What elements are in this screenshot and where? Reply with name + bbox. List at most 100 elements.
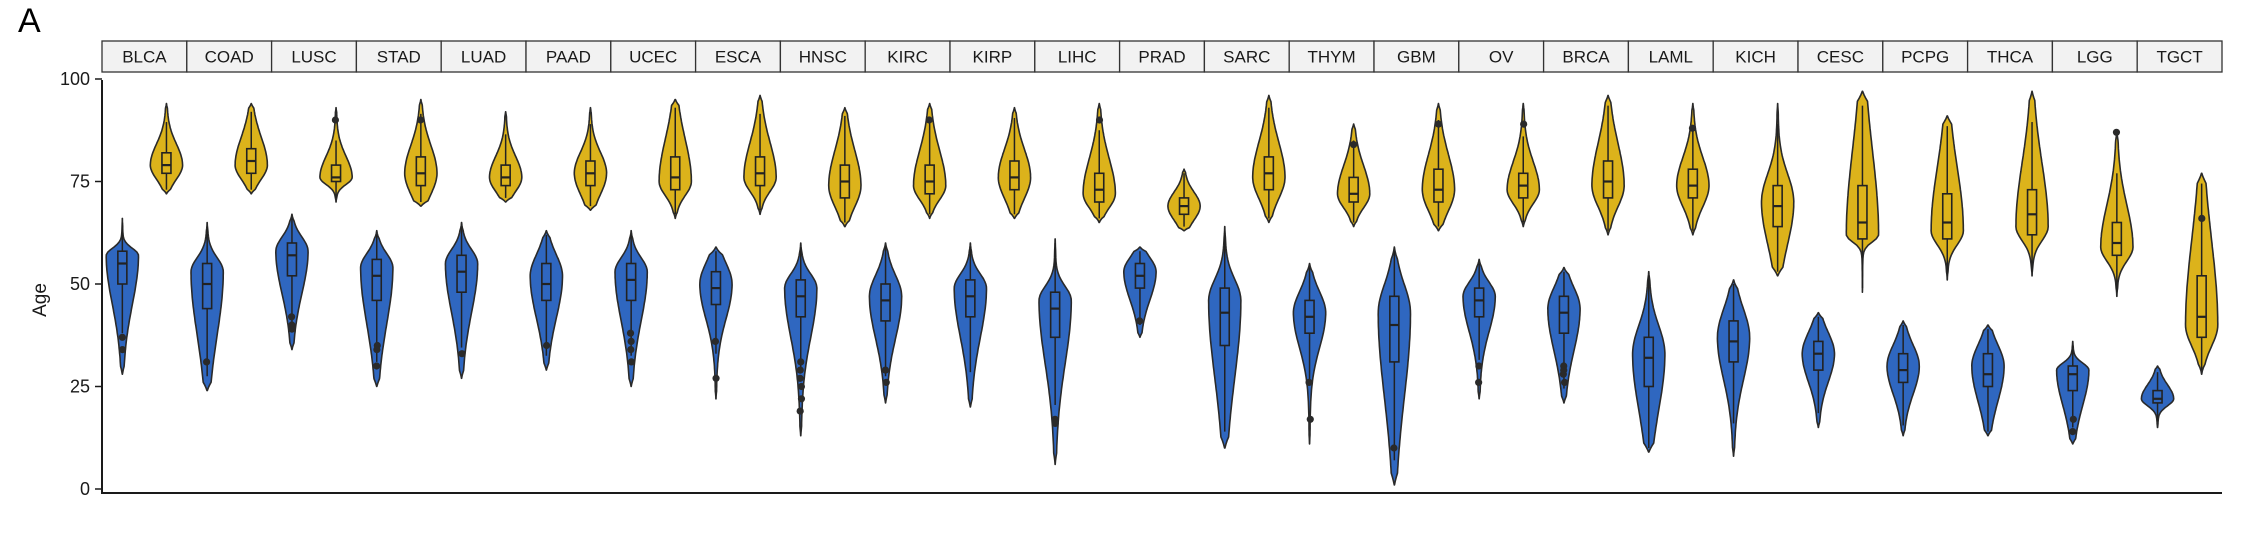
violin-coad-old — [234, 102, 269, 195]
violin-tgct-old — [2184, 172, 2219, 375]
strip-label: KICH — [1735, 48, 1776, 67]
outlier-point — [796, 407, 804, 415]
iqr-box — [415, 156, 427, 187]
outlier-point — [1475, 378, 1483, 386]
strip-label: TGCT — [2156, 48, 2202, 67]
violin-ov-old — [1506, 102, 1541, 228]
violin-paad-old — [573, 106, 608, 211]
outlier-point — [2069, 415, 2077, 423]
strip-label: PCPG — [1901, 48, 1949, 67]
violin-kirp-young — [953, 242, 988, 408]
violin-brca-young — [1547, 266, 1581, 404]
outlier-point — [458, 350, 466, 358]
violin-lgg-old — [2099, 128, 2134, 298]
outlier-point — [1475, 362, 1483, 370]
strip-label: SARC — [1223, 48, 1270, 67]
strip-label: COAD — [205, 48, 254, 67]
violin-cesc-young — [1801, 311, 1836, 429]
strip-label: THYM — [1308, 48, 1356, 67]
violin-hnsc-young — [783, 242, 818, 437]
y-tick-label: 0 — [80, 479, 90, 499]
iqr-box — [1433, 168, 1444, 203]
outlier-point — [796, 374, 804, 382]
strip-box — [694, 40, 782, 73]
iqr-box — [1093, 172, 1105, 203]
facet-strip: TGCT — [2136, 40, 2223, 73]
violin-lgg-young — [2055, 340, 2090, 445]
iqr-box — [330, 164, 342, 183]
strip-box — [1882, 40, 1969, 73]
iqr-box — [1389, 295, 1400, 363]
strip-box — [101, 40, 188, 73]
strip-box — [525, 40, 612, 73]
facet-strip: KIRC — [864, 40, 951, 73]
facet-strip: PRAD — [1118, 40, 1206, 73]
iqr-box — [1941, 193, 1953, 240]
facet-strip: HNSC — [779, 40, 866, 73]
iqr-box — [201, 262, 213, 310]
iqr-box — [541, 262, 552, 302]
facet-strip: ESCA — [694, 40, 782, 73]
facet-strip: PCPG — [1882, 40, 1969, 73]
violin-thym-young — [1292, 262, 1327, 445]
facet-strip: OV — [1458, 40, 1545, 73]
strip-label: LUSC — [291, 48, 336, 67]
violin-stad-old — [403, 98, 438, 207]
strip-box — [270, 40, 358, 73]
iqr-box — [1857, 184, 1868, 240]
facet-strip: CESC — [1797, 40, 1884, 73]
strip-label: PAAD — [546, 48, 591, 67]
outlier-point — [373, 362, 381, 370]
outlier-point — [331, 116, 340, 124]
facet-strip: GBM — [1373, 40, 1460, 73]
violin-sarc-young — [1207, 225, 1242, 449]
strip-label: HNSC — [799, 48, 847, 67]
outlier-point — [2112, 128, 2121, 136]
facet-strip: LUSC — [270, 40, 358, 73]
facet-strip: UCEC — [610, 40, 697, 73]
outlier-point — [797, 382, 806, 391]
strip-label: UCEC — [629, 48, 677, 67]
strip-box — [1797, 40, 1884, 73]
violin-stad-young — [359, 229, 394, 388]
strip-box — [1966, 40, 2054, 73]
panel-label: A — [18, 2, 41, 40]
strip-box — [1118, 40, 1206, 73]
facet-strips: BLCA COAD LUSC STAD LUAD PAAD UCEC ESCA HNSC KIRC… — [101, 40, 2223, 73]
iqr-box — [2196, 274, 2207, 339]
y-tick-label: 50 — [70, 274, 90, 294]
iqr-box — [500, 164, 511, 187]
strip-label: KIRC — [887, 48, 928, 67]
violin-thym-old — [1336, 123, 1371, 228]
y-axis-title: Age — [30, 283, 51, 317]
iqr-box — [286, 242, 298, 277]
outlier-point — [1688, 124, 1697, 132]
violin-lihc-old — [1082, 102, 1117, 224]
violin-lihc-young — [1038, 238, 1073, 466]
violin-prad-old — [1167, 168, 1201, 232]
outlier-point — [627, 358, 636, 366]
outlier-point — [925, 116, 933, 124]
facet-strip: PAAD — [525, 40, 612, 73]
iqr-box — [456, 254, 467, 294]
strip-box — [2136, 40, 2223, 73]
violin-kich-old — [1760, 102, 1795, 277]
iqr-box — [625, 262, 637, 302]
strip-box — [1034, 40, 1121, 73]
outlier-point — [881, 366, 890, 374]
strip-box — [864, 40, 951, 73]
outlier-point — [2198, 214, 2206, 222]
violin-tgct-young — [2140, 365, 2175, 429]
violin-gbm-old — [1421, 102, 1456, 232]
violin-ucec-old — [658, 98, 693, 220]
violin-gbm-young — [1377, 246, 1412, 486]
strip-label: LIHC — [1058, 48, 1097, 67]
violin-esca-young — [699, 246, 733, 400]
violin-thca-young — [1971, 324, 2005, 437]
violin-layer — [105, 90, 2219, 486]
strip-box — [1712, 40, 1799, 73]
strip-box — [610, 40, 697, 73]
facet-strip: THYM — [1288, 40, 1375, 73]
outlier-point — [288, 325, 296, 333]
outlier-point — [797, 358, 805, 366]
